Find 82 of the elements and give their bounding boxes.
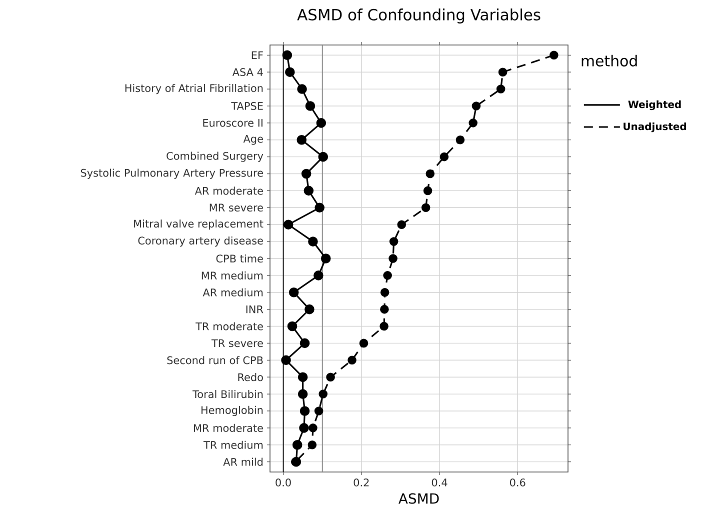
x-tick-label: 0.6: [510, 478, 526, 486]
point: [389, 237, 398, 246]
y-tick-label: Hemoglobin: [202, 406, 263, 416]
y-tick-label: AR medium: [202, 288, 263, 296]
y-tick-label: Redo: [238, 373, 263, 382]
legend-label: Unadjusted: [624, 122, 686, 132]
point: [380, 304, 389, 314]
point: [348, 356, 356, 365]
point: [397, 220, 406, 229]
point: [292, 440, 302, 450]
point: [283, 220, 294, 230]
y-tick-label: Euroscore II: [203, 119, 262, 127]
y-tick-label: ASA 4: [232, 68, 263, 76]
point: [301, 168, 312, 179]
y-tick-label: Age: [243, 134, 263, 145]
x-tick-label: 0.0: [276, 478, 291, 486]
y-tick-label: TR medium: [203, 440, 263, 449]
point: [287, 321, 298, 332]
y-tick-label: Toral Bilirubin: [192, 390, 263, 398]
point: [300, 338, 310, 348]
point: [383, 271, 392, 280]
point: [314, 202, 325, 213]
point: [421, 203, 430, 212]
point: [326, 372, 335, 382]
point: [298, 372, 308, 382]
y-tick-label: Combined Surgery: [166, 152, 264, 162]
point: [472, 102, 481, 110]
point: [320, 254, 331, 264]
y-tick-label: History of Atrial Fibrillation: [125, 84, 263, 94]
legend-title: method: [582, 54, 637, 66]
point: [281, 355, 291, 366]
point: [316, 118, 326, 128]
point: [426, 169, 435, 178]
y-tick-label: MR moderate: [194, 424, 263, 432]
point: [305, 101, 316, 111]
point: [456, 135, 465, 144]
point: [388, 254, 398, 263]
y-tick-label: AR mild: [223, 458, 263, 466]
point: [498, 68, 508, 76]
y-tick-label: Coronary artery disease: [138, 236, 263, 247]
y-tick-label: TR moderate: [196, 322, 263, 330]
y-tick-label: TAPSE: [231, 102, 263, 110]
point: [308, 236, 318, 246]
x-tick-label: 0.4: [432, 478, 448, 486]
point: [304, 304, 314, 314]
y-tick-label: TR severe: [211, 339, 263, 348]
y-tick-label: Mitral valve replacement: [134, 220, 264, 230]
point: [298, 389, 308, 399]
y-tick-label: MR severe: [210, 204, 263, 212]
point: [496, 84, 506, 94]
y-tick-label: Systolic Pulmonary Artery Pressure: [80, 168, 263, 179]
point: [468, 118, 478, 128]
y-tick-label: MR medium: [202, 271, 263, 280]
point: [296, 134, 307, 145]
point: [314, 406, 324, 416]
point: [550, 50, 558, 60]
x-tick-label: 0.2: [354, 478, 369, 486]
point: [423, 186, 432, 196]
point: [308, 424, 318, 432]
point: [300, 406, 310, 416]
point: [297, 84, 307, 94]
x-axis-title: ASMD: [398, 493, 439, 504]
y-tick-label: AR moderate: [194, 186, 263, 195]
point: [380, 288, 390, 297]
point: [440, 152, 449, 162]
point: [299, 423, 309, 433]
point: [308, 440, 317, 450]
y-tick-label: Second run of CPB: [167, 356, 263, 364]
point: [282, 50, 292, 60]
chart-title: ASMD of Confounding Variables: [297, 8, 540, 24]
y-tick-label: CPB time: [216, 254, 263, 263]
y-tick-label: EF: [252, 51, 263, 59]
point: [285, 67, 295, 77]
point: [304, 186, 314, 196]
legend-label: Weighted: [628, 100, 681, 110]
point: [359, 338, 368, 348]
point: [314, 270, 324, 280]
point: [288, 287, 299, 298]
y-tick-label: INR: [246, 306, 264, 314]
point: [318, 152, 328, 162]
point: [318, 390, 328, 398]
point: [380, 322, 388, 331]
